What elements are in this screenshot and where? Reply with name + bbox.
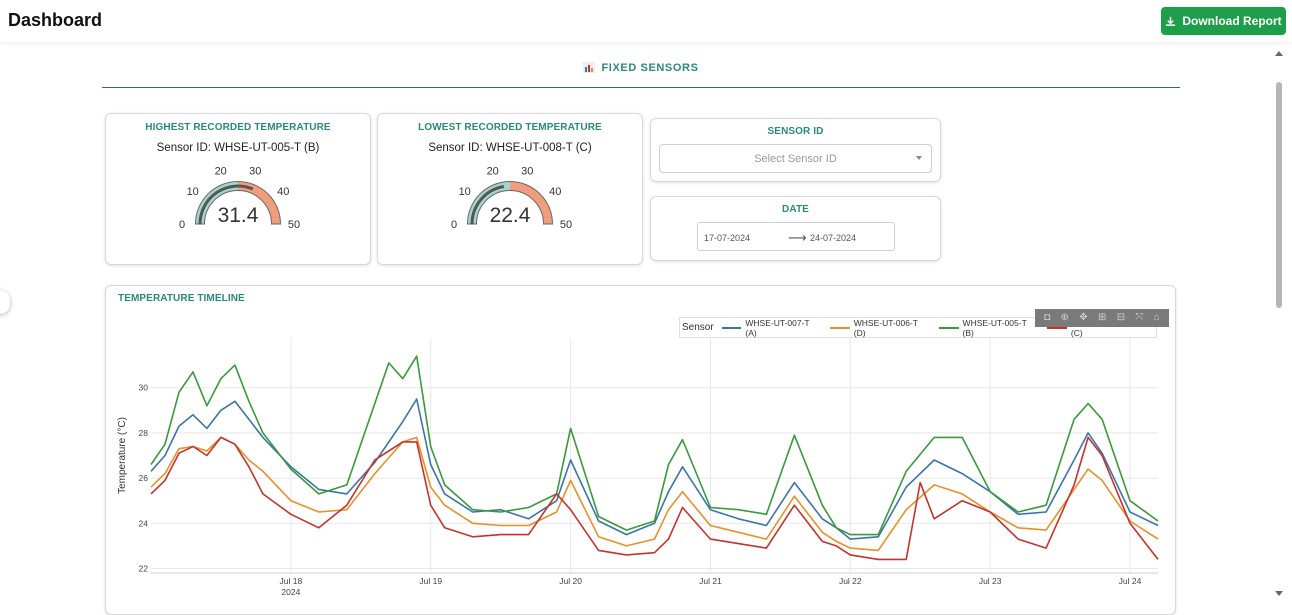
chart-modebar: ◘ ⊕ ✥ ⊞ ⊟ ⤧ ⌂ xyxy=(1035,309,1169,327)
lowest-gauge-outline xyxy=(466,181,554,225)
highest-gauge-tick: 50 xyxy=(288,219,300,231)
highest-gauge-value: 31.4 xyxy=(218,204,259,227)
x-tick-label: Jul 19 xyxy=(419,576,442,586)
sidebar-toggle[interactable] xyxy=(0,290,10,314)
autoscale-icon[interactable]: ⤧ xyxy=(1135,312,1144,323)
series-line-b[interactable] xyxy=(150,355,1159,536)
highest-gauge-value-bar xyxy=(198,184,254,225)
arrow-right-icon: ⟶ xyxy=(788,230,807,245)
highest-gauge-tick: 0 xyxy=(179,219,185,231)
scroll-down-arrow-icon[interactable] xyxy=(1275,591,1283,596)
x-tick-label: Jul 21 xyxy=(699,576,722,586)
highest-gauge-tick: 10 xyxy=(187,186,199,198)
y-axis-label: Temperature (°C) xyxy=(117,417,128,494)
y-tick-label: 24 xyxy=(139,518,149,528)
legend-item-d[interactable]: WHSE-UT-006-T (D) xyxy=(830,318,931,338)
lowest-gauge-tick: 0 xyxy=(451,219,457,231)
legend-item-a[interactable]: WHSE-UT-007-T (A) xyxy=(721,317,822,338)
x-tick-label: Jul 18 xyxy=(280,576,303,586)
page-scrollbar[interactable] xyxy=(1273,46,1285,602)
lowest-gauge-tick: 30 xyxy=(521,166,533,178)
y-tick-label: 22 xyxy=(139,563,149,573)
lowest-gauge-tick: 50 xyxy=(560,219,572,231)
series-line-a[interactable] xyxy=(150,398,1159,540)
legend-label-a: WHSE-UT-007-T (A) xyxy=(745,317,810,338)
series-line-d[interactable] xyxy=(150,436,1159,552)
lowest-gauge-value: 22.4 xyxy=(490,204,531,227)
download-icon xyxy=(1166,16,1176,26)
date-filter-card: DATE 17-07-2024 ⟶ 24-07-2024 xyxy=(650,196,941,261)
fixed-sensors-header: FIXED SENSORS xyxy=(102,62,1180,88)
chevron-down-icon xyxy=(916,156,922,160)
y-tick-label: 28 xyxy=(139,428,149,438)
date-filter-title: DATE xyxy=(782,204,809,215)
lowest-gauge-value-bar xyxy=(470,185,505,225)
legend-label-d: WHSE-UT-006-T (D) xyxy=(853,317,918,338)
lowest-gauge-tick: 20 xyxy=(487,166,499,178)
pan-icon[interactable]: ✥ xyxy=(1079,312,1088,323)
x-tick-label: Jul 23 xyxy=(979,576,1002,586)
sensor-id-filter-title: SENSOR ID xyxy=(767,126,824,137)
series-line-c[interactable] xyxy=(150,436,1159,561)
timeline-title: TEMPERATURE TIMELINE xyxy=(118,293,245,304)
lowest-temperature-gauge: 0 10 20 30 40 50 22.4 xyxy=(451,166,572,231)
lowest-gauge-high-band xyxy=(509,181,553,225)
page-title: Dashboard xyxy=(8,10,103,30)
y-tick-label: 26 xyxy=(139,473,149,483)
scroll-up-arrow-icon[interactable] xyxy=(1275,51,1283,56)
y-tick-label: 30 xyxy=(139,383,149,393)
x-tick-label: Jul 20 xyxy=(559,576,582,586)
highest-gauge-tick: 30 xyxy=(249,166,261,178)
sensor-id-select[interactable]: Select Sensor ID xyxy=(659,144,932,173)
download-report-button[interactable]: Download Report xyxy=(1161,7,1286,35)
start-date-input[interactable]: 17-07-2024 xyxy=(704,233,751,243)
home-icon[interactable]: ⌂ xyxy=(1153,312,1160,323)
highest-sensor-id: Sensor ID: WHSE-UT-005-T (B) xyxy=(156,142,320,154)
lowest-card-title: LOWEST RECORDED TEMPERATURE xyxy=(418,122,602,133)
fixed-sensors-title: FIXED SENSORS xyxy=(601,62,699,74)
highest-temperature-gauge: 0 10 20 30 40 50 31.4 xyxy=(179,166,300,231)
lowest-gauge-tick: 10 xyxy=(459,186,471,198)
lowest-temperature-card: LOWEST RECORDED TEMPERATURE Sensor ID: W… xyxy=(377,113,643,265)
highest-gauge-tick: 40 xyxy=(277,186,289,198)
x-tick-label: Jul 22 xyxy=(839,576,862,586)
bar-chart-icon xyxy=(583,62,596,73)
legend-title: Sensor xyxy=(682,322,714,333)
highest-gauge-outline xyxy=(194,181,282,225)
temperature-timeline-card: TEMPERATURE TIMELINE 22 24 26 28 30 Jul 18 202… xyxy=(105,285,1176,615)
scrollbar-thumb[interactable] xyxy=(1276,82,1282,308)
zoom-icon[interactable]: ⊕ xyxy=(1060,312,1069,323)
zoom-out-icon[interactable]: ⊟ xyxy=(1116,312,1126,323)
sensor-id-placeholder: Select Sensor ID xyxy=(754,152,837,165)
top-bar: Dashboard Download Report xyxy=(0,0,1292,42)
download-report-label: Download Report xyxy=(1182,14,1282,28)
sensor-id-filter-card: SENSOR ID Select Sensor ID xyxy=(650,118,941,182)
highest-card-title: HIGHEST RECORDED TEMPERATURE xyxy=(145,122,331,133)
zoom-in-icon[interactable]: ⊞ xyxy=(1097,312,1107,323)
lowest-gauge-tick: 40 xyxy=(549,186,561,198)
x-tick-label: Jul 24 xyxy=(1119,576,1142,586)
lowest-sensor-id: Sensor ID: WHSE-UT-008-T (C) xyxy=(428,142,592,154)
highest-gauge-tick: 20 xyxy=(215,166,227,178)
highest-temperature-card: HIGHEST RECORDED TEMPERATURE Sensor ID: … xyxy=(105,113,371,265)
camera-icon[interactable]: ◘ xyxy=(1044,312,1051,323)
legend-label-b: WHSE-UT-005-T (B) xyxy=(962,317,1027,338)
legend-item-b[interactable]: WHSE-UT-005-T (B) xyxy=(938,317,1039,338)
end-date-input[interactable]: 24-07-2024 xyxy=(810,233,857,243)
date-range-picker[interactable]: 17-07-2024 ⟶ 24-07-2024 xyxy=(697,222,895,251)
x-tick-sublabel: 2024 xyxy=(281,587,300,597)
